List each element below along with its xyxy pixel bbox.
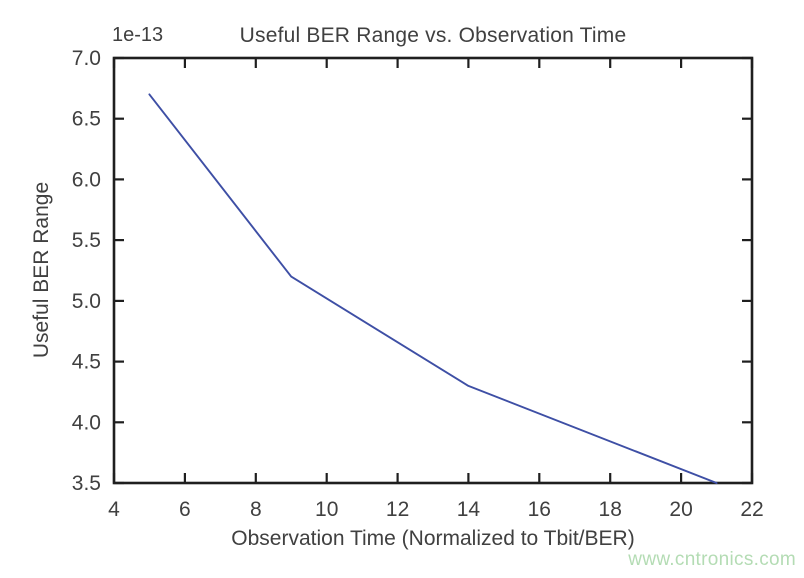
x-tick-label: 4 [108, 498, 120, 521]
x-tick-label: 10 [315, 498, 338, 521]
axes-frame [112, 56, 754, 485]
x-tick-label: 14 [457, 498, 481, 521]
x-tick-label: 18 [599, 498, 622, 521]
x-tick-label: 8 [250, 498, 262, 521]
chart-title: Useful BER Range vs. Observation Time [239, 24, 627, 47]
x-tick-label: 12 [386, 498, 409, 521]
x-axis-label: Observation Time (Normalized to Tbit/BER… [231, 527, 635, 550]
x-tick-label: 6 [179, 498, 191, 521]
x-tick-label: 16 [528, 498, 551, 521]
y-tick-label: 6.5 [72, 108, 101, 131]
y-tick-label: 4.5 [72, 351, 101, 374]
data-line [148, 93, 718, 484]
x-tick-label: 22 [740, 498, 763, 521]
y-axis-offset-label: 1e-13 [112, 24, 164, 46]
y-tick-label: 5.0 [72, 290, 101, 313]
y-tick-label: 5.5 [72, 229, 101, 252]
y-tick-label: 7.0 [72, 47, 101, 70]
y-tick-label: 3.5 [72, 472, 101, 495]
y-tick-label: 6.0 [72, 168, 101, 191]
x-tick-label: 20 [669, 498, 692, 521]
y-tick-label: 4.0 [72, 411, 101, 434]
watermark: www.cntronics.com [628, 549, 796, 570]
